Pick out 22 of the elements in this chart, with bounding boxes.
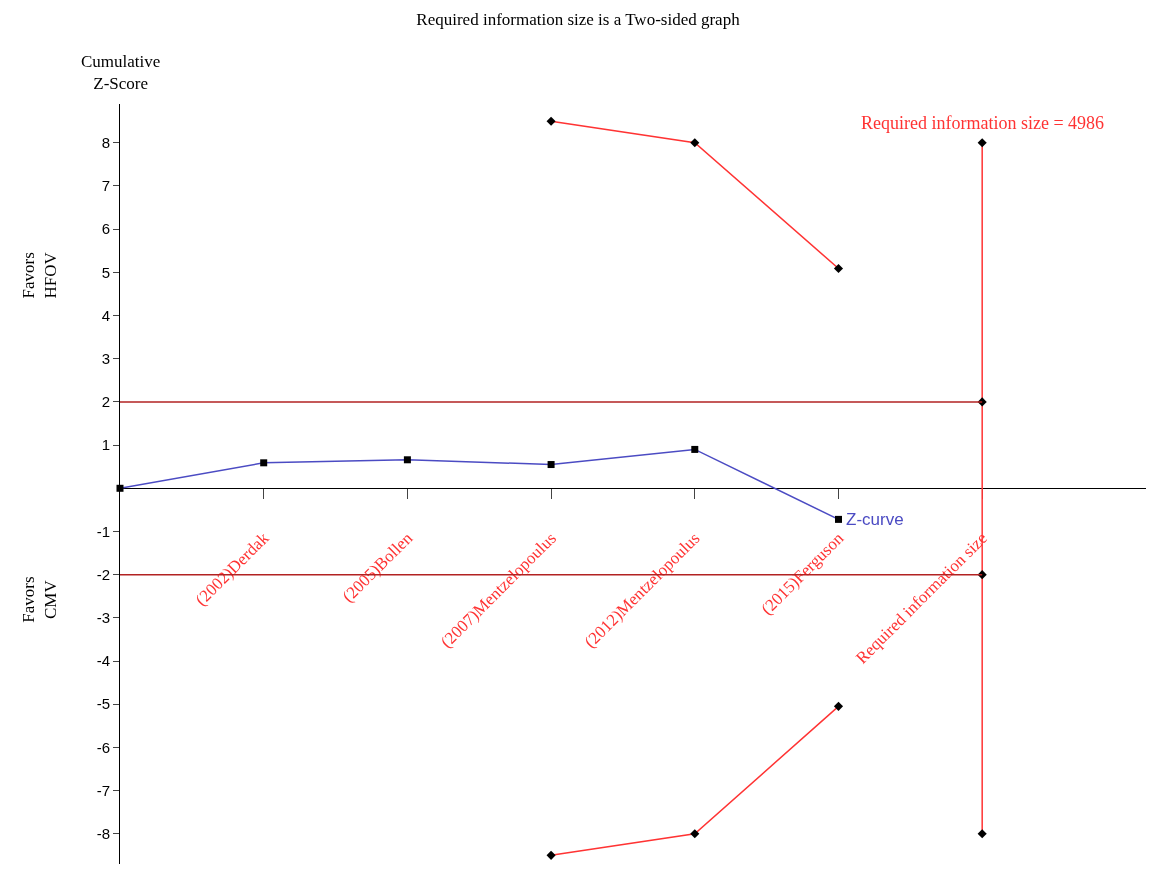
series-label: Z-curve (846, 510, 904, 529)
y-tick-label: 1 (101, 436, 110, 454)
y-tick-label: -5 (96, 695, 110, 713)
y-tick-label: -2 (96, 565, 110, 583)
y-tick-label: -6 (96, 738, 110, 756)
y-tick-label: 4 (101, 306, 110, 324)
y-tick-label: -8 (96, 825, 110, 843)
text: Favors HFOV (19, 251, 61, 299)
y-tick-label: 5 (101, 263, 110, 281)
y-axis-title: Cumulative Z-Score (81, 52, 161, 94)
y-tick-label: -7 (96, 781, 110, 799)
y-tick-label: 8 (101, 134, 110, 152)
y-tick-label: -1 (96, 522, 110, 540)
y-tick-label: 7 (101, 177, 110, 195)
y-tick-label: 6 (101, 220, 110, 238)
text: Favors CMV (19, 576, 61, 623)
chart-title: Required information size is a Two-sided graph (416, 10, 741, 30)
annotation: Required information size = 4986 (861, 113, 1105, 133)
y-tick-label: -3 (96, 609, 110, 627)
y-tick-label: 3 (101, 349, 110, 367)
y-tick-label: -4 (96, 652, 110, 670)
y-tick-label: 2 (101, 393, 110, 411)
